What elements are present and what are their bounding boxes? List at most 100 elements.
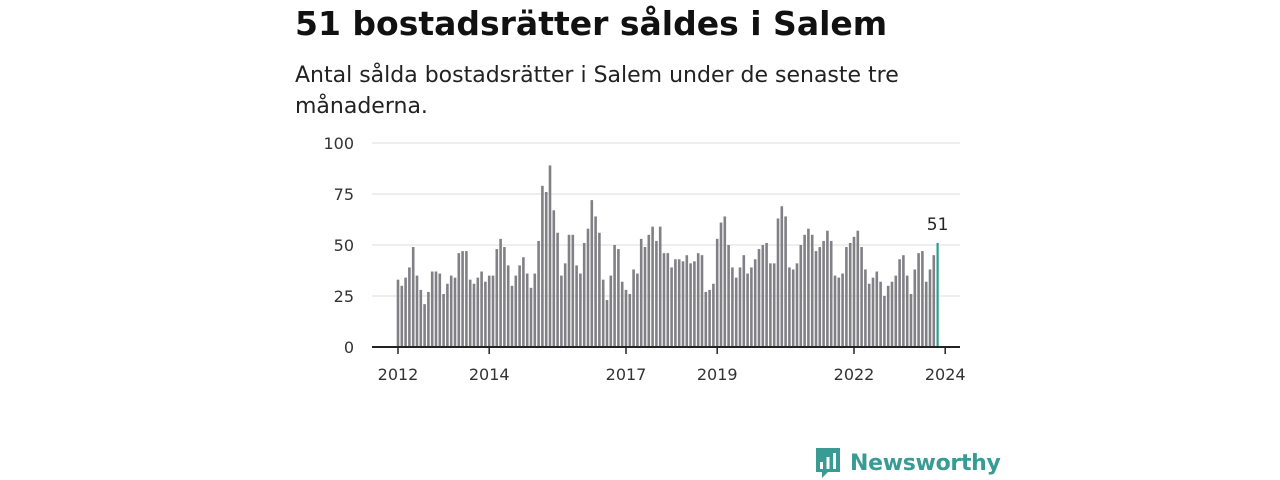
brand-name: Newsworthy	[850, 450, 1001, 476]
bar	[617, 249, 620, 347]
bar	[476, 277, 480, 347]
bar	[833, 275, 837, 347]
bar	[871, 277, 875, 347]
y-tick-label: 100	[323, 134, 354, 153]
bar	[898, 259, 901, 347]
bar	[913, 269, 917, 347]
bar	[655, 240, 658, 347]
bar	[586, 228, 590, 347]
bar	[738, 267, 742, 347]
bar	[571, 234, 575, 347]
bar	[845, 247, 848, 347]
bar	[605, 300, 609, 347]
bar	[814, 251, 818, 347]
bar	[411, 247, 415, 347]
bar	[712, 283, 715, 347]
bar	[442, 293, 445, 347]
bar	[693, 261, 696, 347]
bar	[556, 232, 559, 347]
bar	[734, 277, 738, 347]
bar	[522, 257, 525, 347]
bar	[708, 289, 711, 347]
bar	[776, 218, 780, 347]
bar	[404, 277, 407, 347]
bar	[563, 263, 567, 347]
bar	[848, 242, 852, 347]
bar	[761, 245, 765, 347]
bar	[506, 265, 510, 347]
bar	[457, 253, 461, 347]
bar	[601, 279, 605, 347]
bar	[917, 253, 920, 347]
bar	[864, 269, 867, 347]
bar	[742, 255, 746, 347]
bar	[446, 283, 449, 347]
bar	[928, 269, 932, 347]
bar	[449, 275, 453, 347]
newsworthy-logo-icon	[816, 448, 840, 478]
bar	[689, 263, 692, 347]
bar	[537, 240, 540, 347]
y-tick-label: 25	[334, 287, 354, 306]
bar	[837, 277, 841, 347]
y-tick-label: 50	[334, 236, 354, 255]
bar	[715, 238, 719, 347]
bar	[750, 267, 753, 347]
bar	[704, 291, 708, 347]
x-tick-label: 2014	[469, 365, 510, 384]
bar	[639, 238, 643, 347]
bar	[544, 191, 548, 347]
bar	[826, 230, 829, 347]
bar	[582, 242, 586, 347]
bar	[829, 240, 833, 347]
x-tick-label: 2019	[697, 365, 738, 384]
x-tick-label: 2012	[378, 365, 419, 384]
bar	[579, 273, 582, 347]
bar	[461, 251, 464, 347]
x-tick-label: 2017	[606, 365, 647, 384]
bar	[514, 275, 518, 347]
bar	[746, 273, 749, 347]
bar	[548, 165, 552, 347]
x-tick-label: 2022	[834, 365, 875, 384]
bar	[807, 228, 810, 347]
bar	[883, 296, 886, 347]
bar	[643, 247, 647, 347]
bar	[415, 275, 419, 347]
bar	[719, 222, 723, 347]
bar	[647, 234, 651, 347]
bar	[518, 265, 521, 347]
bar	[886, 285, 890, 347]
bar	[674, 259, 677, 347]
chart-subtitle: Antal sålda bostadsrätter i Salem under …	[295, 63, 899, 119]
bar	[419, 289, 423, 347]
bar	[525, 273, 529, 347]
bar	[594, 216, 597, 347]
bar	[541, 185, 544, 347]
bar	[400, 285, 404, 347]
bar	[810, 234, 814, 347]
bar	[510, 285, 514, 347]
bar	[620, 281, 624, 347]
bar	[533, 273, 537, 347]
bar	[875, 271, 879, 347]
bar	[818, 247, 822, 347]
bar	[609, 275, 613, 347]
bar	[575, 265, 578, 347]
bar	[867, 283, 871, 347]
bar	[484, 281, 487, 347]
bar-latest	[936, 242, 939, 347]
bar	[468, 279, 472, 347]
bar	[408, 267, 411, 347]
bar	[852, 236, 856, 347]
bar	[666, 253, 670, 347]
y-tick-label: 0	[344, 338, 354, 357]
bar	[636, 273, 639, 347]
bar	[480, 271, 483, 347]
bar	[465, 251, 468, 347]
bar	[472, 283, 476, 347]
bar	[438, 273, 442, 347]
bars	[396, 165, 939, 347]
bar	[841, 273, 844, 347]
